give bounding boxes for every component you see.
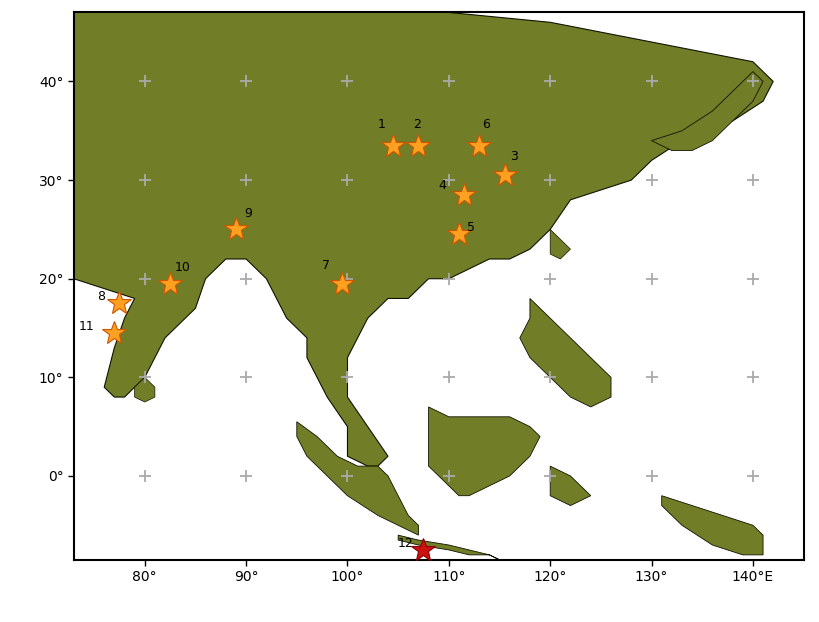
Text: 9: 9 <box>244 207 251 220</box>
Polygon shape <box>519 299 610 407</box>
Polygon shape <box>550 466 590 506</box>
Text: 10: 10 <box>175 261 191 274</box>
Text: 5: 5 <box>467 221 474 234</box>
Text: 12: 12 <box>398 537 414 550</box>
Text: 3: 3 <box>509 151 517 164</box>
Text: 4: 4 <box>438 179 446 192</box>
Polygon shape <box>651 72 762 151</box>
Text: 2: 2 <box>413 118 421 131</box>
Polygon shape <box>134 378 155 402</box>
Polygon shape <box>428 407 540 496</box>
Polygon shape <box>661 496 762 555</box>
Polygon shape <box>13 12 772 466</box>
Polygon shape <box>398 535 499 560</box>
Text: 11: 11 <box>79 320 94 333</box>
Polygon shape <box>296 422 418 535</box>
Text: 6: 6 <box>482 118 490 131</box>
Text: 1: 1 <box>378 118 385 131</box>
Polygon shape <box>550 230 570 259</box>
Text: 8: 8 <box>97 290 105 304</box>
Text: 7: 7 <box>322 259 330 272</box>
